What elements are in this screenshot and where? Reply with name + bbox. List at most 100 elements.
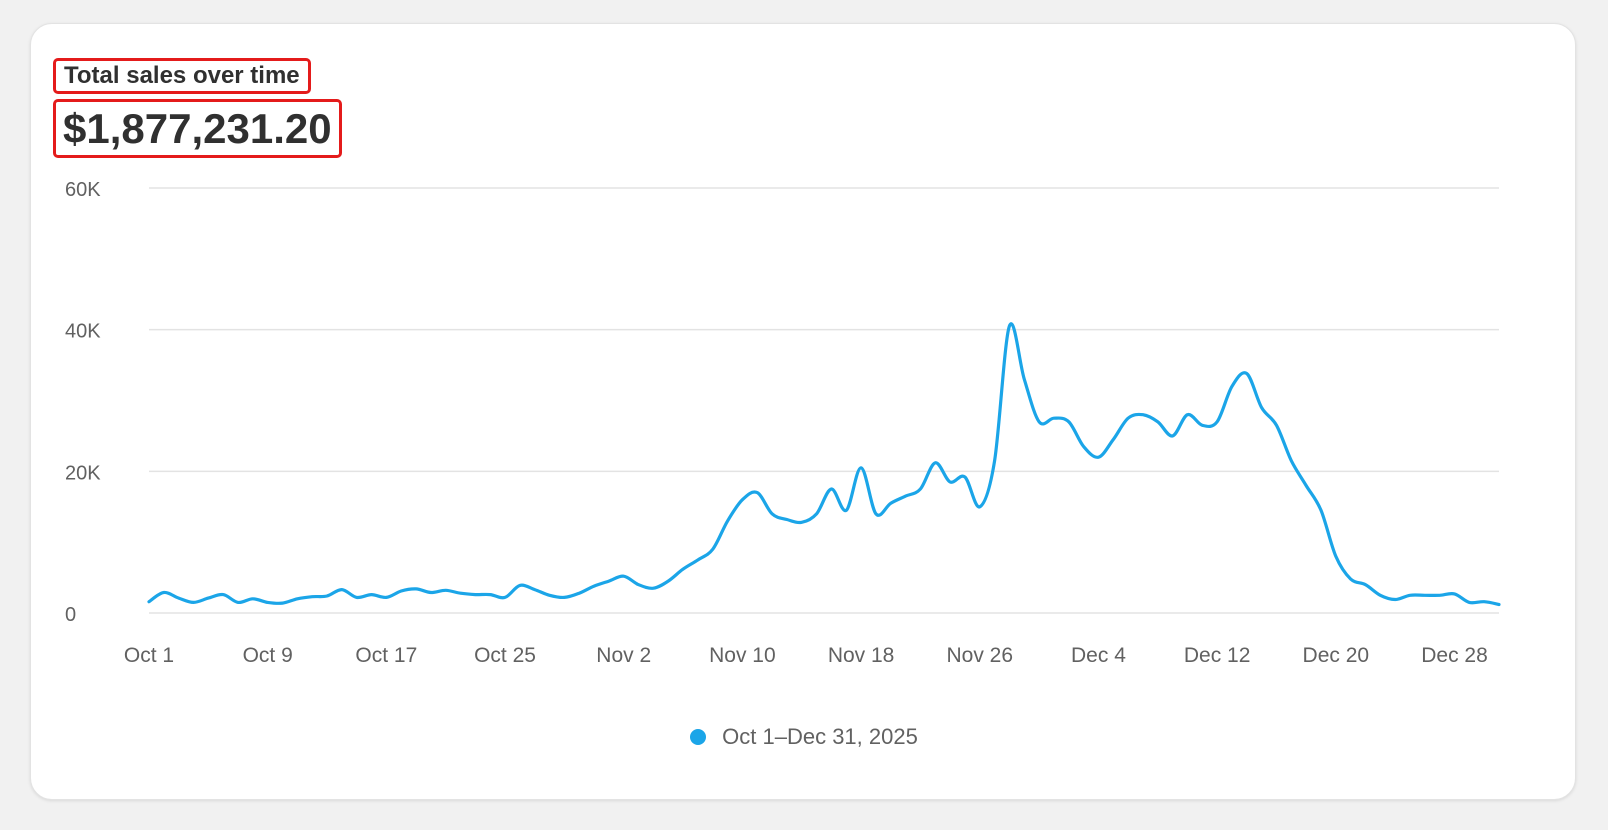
data-point: [147, 600, 151, 604]
sales-line-chart: 0 20K 40K 60K Oct 1 Oct 9 Oct 17 Oct 25 Nov 2 No…: [65, 179, 1501, 667]
data-point: [918, 487, 922, 491]
data-point: [815, 512, 819, 516]
data-point: [533, 588, 537, 592]
data-point: [1393, 598, 1397, 602]
data-point: [1274, 423, 1278, 427]
x-tick-label: Oct 9: [243, 644, 293, 667]
data-point: [1022, 377, 1026, 381]
data-point: [904, 494, 908, 498]
data-point: [874, 512, 878, 516]
data-point: [177, 596, 181, 600]
data-point: [1171, 434, 1175, 438]
data-point: [503, 595, 507, 599]
data-point: [666, 579, 670, 583]
data-point: [518, 583, 522, 587]
data-point: [1408, 593, 1412, 597]
total-sales-value: $1,877,231.20: [53, 99, 342, 158]
data-point: [607, 579, 611, 583]
y-tick-label: 60K: [65, 179, 101, 201]
chart-legend[interactable]: Oct 1–Dec 31, 2025: [31, 724, 1577, 750]
data-point: [1096, 455, 1100, 459]
data-point: [473, 593, 477, 597]
data-point: [963, 475, 967, 479]
x-tick-label: Dec 20: [1303, 644, 1370, 667]
data-point: [844, 508, 848, 512]
data-point: [1082, 445, 1086, 449]
x-tick-label: Nov 26: [946, 644, 1013, 667]
data-point: [948, 480, 952, 484]
data-point: [325, 594, 329, 598]
data-point: [1067, 420, 1071, 424]
data-point: [1200, 423, 1204, 427]
data-point: [859, 466, 863, 470]
data-point: [310, 595, 314, 599]
data-point: [1141, 413, 1145, 417]
data-point: [1260, 406, 1264, 410]
x-tick-label: Dec 12: [1184, 644, 1251, 667]
data-point: [1037, 420, 1041, 424]
data-point: [1230, 384, 1234, 388]
legend-swatch: [690, 729, 707, 745]
data-point: [755, 491, 759, 495]
legend-label: Oct 1–Dec 31, 2025: [722, 724, 918, 749]
x-tick-label: Oct 1: [124, 644, 174, 667]
data-point: [399, 589, 403, 593]
data-point: [1304, 484, 1308, 488]
data-point: [1215, 420, 1219, 424]
data-point: [785, 518, 789, 522]
data-point: [221, 593, 225, 597]
data-point: [1349, 577, 1353, 581]
data-point: [192, 600, 196, 604]
data-point: [1185, 413, 1189, 417]
data-point: [637, 583, 641, 587]
data-point: [889, 501, 893, 505]
data-point: [1452, 592, 1456, 596]
data-point: [1245, 372, 1249, 376]
y-axis-ticks: 0 20K 40K 60K: [65, 179, 101, 626]
data-point: [622, 574, 626, 578]
data-point: [1363, 583, 1367, 587]
data-point: [1156, 420, 1160, 424]
x-tick-label: Dec 4: [1071, 644, 1126, 667]
data-point: [1423, 593, 1427, 597]
data-point: [266, 600, 270, 604]
data-point: [770, 512, 774, 516]
data-point: [711, 547, 715, 551]
grid-layer: [149, 187, 1499, 614]
series-line: [147, 322, 1501, 607]
data-point: [384, 595, 388, 599]
series-layer: [147, 322, 1501, 607]
y-tick-label: 0: [65, 604, 76, 626]
data-point: [1052, 416, 1056, 420]
x-tick-label: Dec 28: [1421, 644, 1488, 667]
x-tick-label: Nov 18: [828, 644, 895, 667]
data-point: [548, 593, 552, 597]
data-point: [370, 593, 374, 597]
data-point: [1319, 508, 1323, 512]
data-point: [1334, 554, 1338, 558]
data-point: [740, 498, 744, 502]
y-tick-label: 20K: [65, 462, 101, 484]
data-point: [281, 601, 285, 605]
data-point: [251, 597, 255, 601]
x-tick-label: Nov 10: [709, 644, 776, 667]
data-point: [562, 595, 566, 599]
data-point: [162, 590, 166, 594]
data-point: [726, 519, 730, 523]
data-point: [295, 597, 299, 601]
data-point: [488, 593, 492, 597]
data-point: [800, 520, 804, 524]
data-point: [206, 596, 210, 600]
data-point: [993, 459, 997, 463]
data-point: [577, 591, 581, 595]
x-tick-label: Nov 2: [596, 644, 651, 667]
data-point: [651, 586, 655, 590]
data-point: [681, 567, 685, 571]
data-point: [1467, 600, 1471, 604]
data-point: [1111, 437, 1115, 441]
data-point: [696, 558, 700, 562]
data-point: [1378, 593, 1382, 597]
data-point: [414, 587, 418, 591]
data-point: [1482, 600, 1486, 604]
data-point: [1438, 593, 1442, 597]
